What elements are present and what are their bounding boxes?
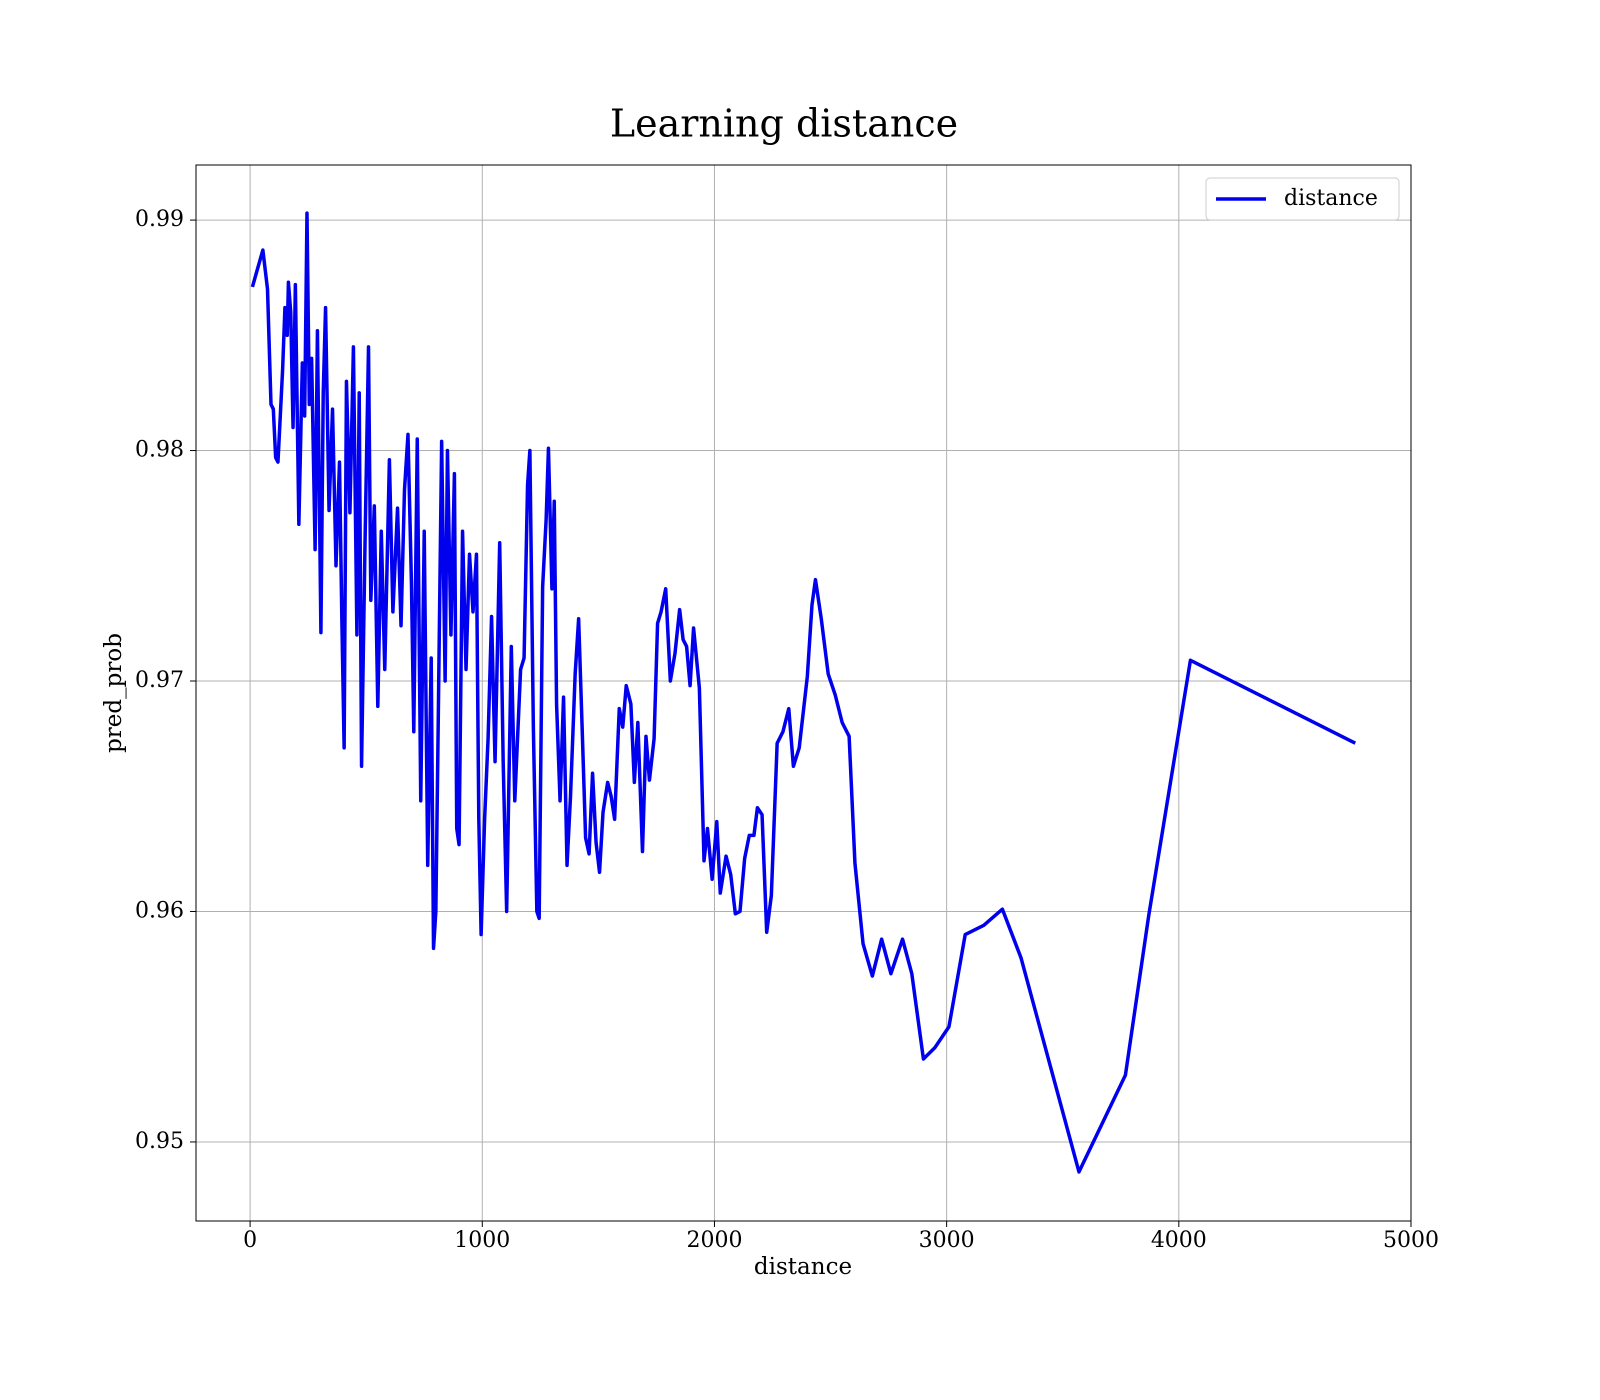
y-tick-label: 0.98 (135, 438, 184, 463)
y-tick-label: 0.96 (135, 898, 184, 923)
y-tick-label: 0.95 (135, 1129, 184, 1154)
y-tick-label: 0.97 (135, 668, 184, 693)
x-tick-label: 0 (243, 1228, 257, 1253)
x-tick-label: 5000 (1383, 1228, 1439, 1253)
y-tick-label: 0.99 (135, 207, 184, 232)
y-axis-label: pred_prob (101, 633, 127, 753)
x-tick-label: 2000 (686, 1228, 742, 1253)
legend-box (1205, 177, 1400, 221)
plot-frame (195, 164, 1412, 1222)
legend-label: distance (1284, 186, 1378, 211)
x-axis-label: distance (754, 1254, 852, 1280)
chart-title: Learning distance (610, 102, 958, 146)
data-line (250, 211, 1357, 1174)
x-tick-label: 1000 (454, 1228, 510, 1253)
x-tick-label: 3000 (919, 1228, 975, 1253)
x-tick-label: 4000 (1151, 1228, 1207, 1253)
